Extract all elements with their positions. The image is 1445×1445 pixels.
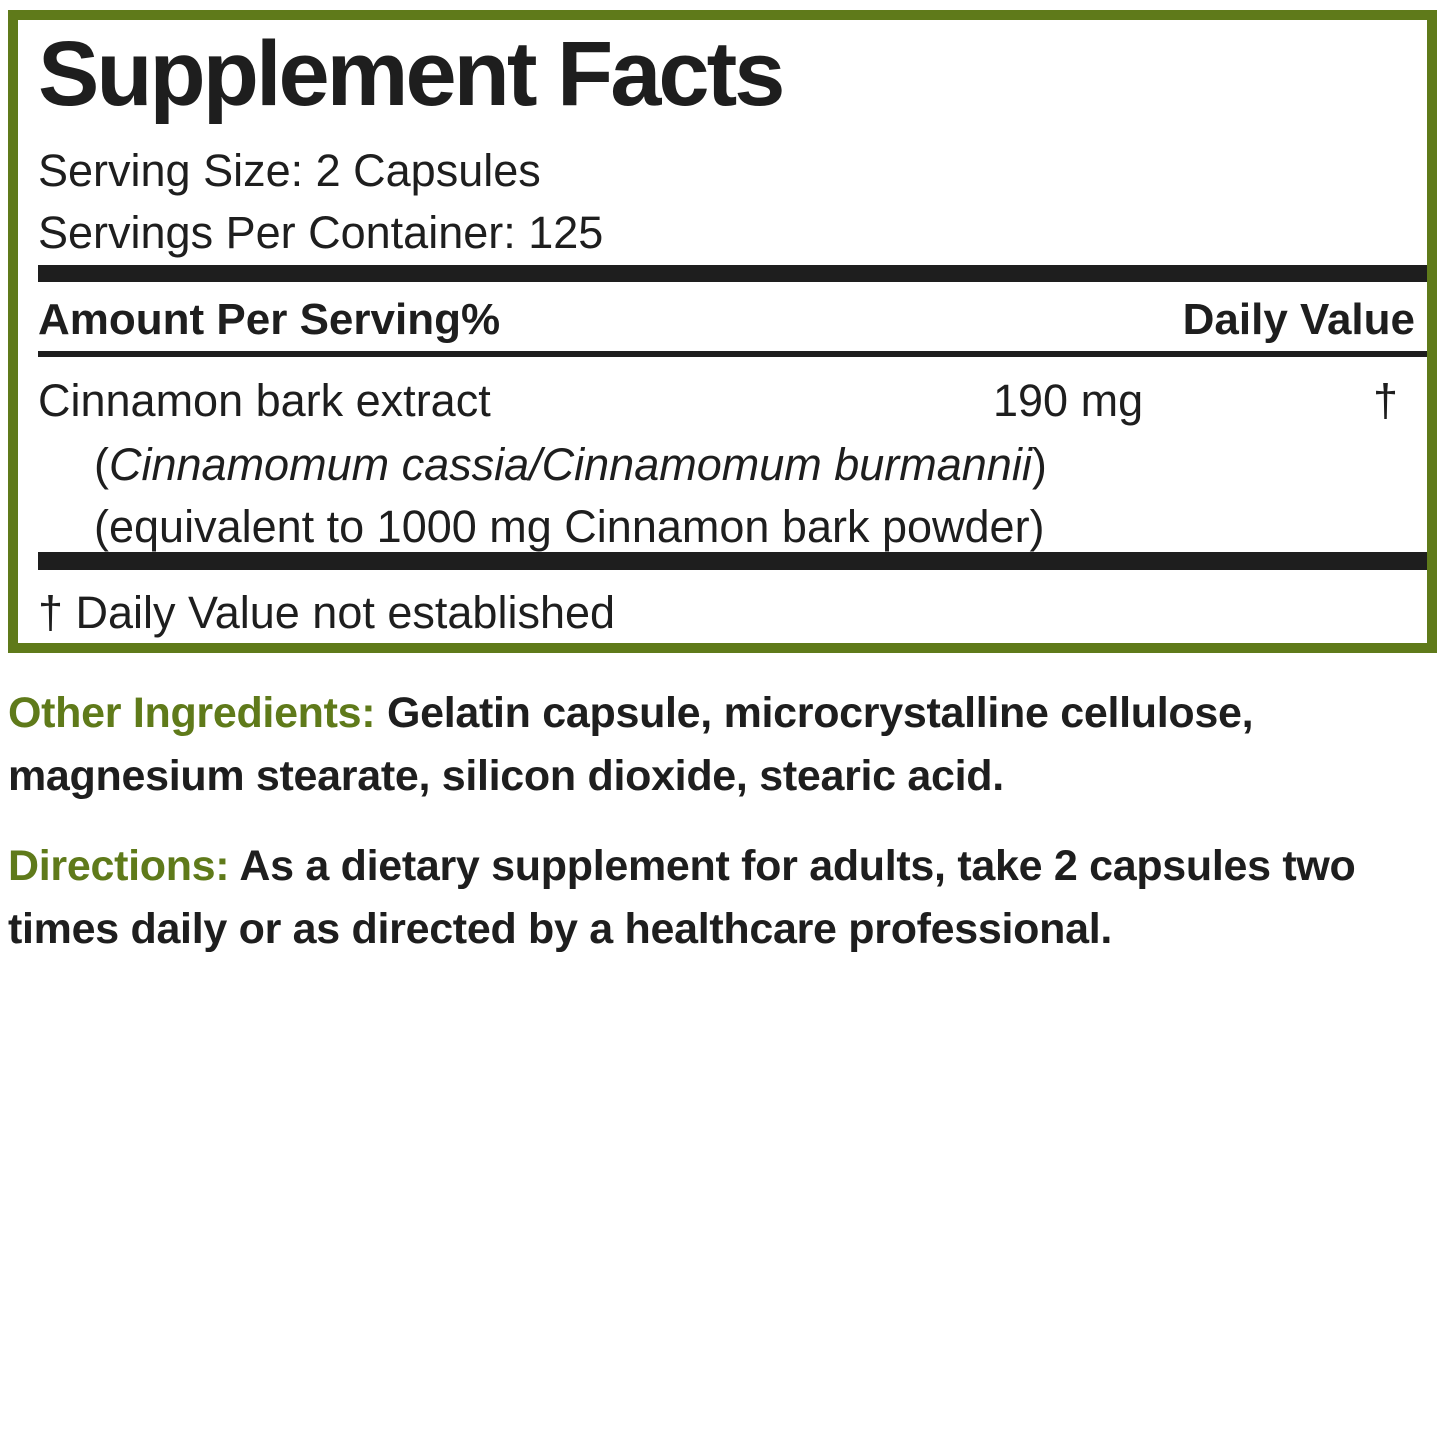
footnote: † Daily Value not established xyxy=(38,587,616,638)
thin-divider xyxy=(38,351,1427,357)
thick-divider xyxy=(38,265,1427,282)
directions-label: Directions: xyxy=(8,842,230,890)
servings-per-container: Servings Per Container: 125 xyxy=(38,207,604,258)
other-ingredients: Other Ingredients: Gelatin capsule, micr… xyxy=(8,689,1254,800)
ingredient-dv: † xyxy=(1373,375,1399,426)
ingredient-name: Cinnamon bark extract xyxy=(38,375,491,426)
header-daily-value: Daily Value xyxy=(1182,295,1415,344)
ingredient-latin-name: (Cinnamomum cassia/Cinnamomum burmannii) xyxy=(94,439,1047,490)
panel-title: Supplement Facts xyxy=(38,23,785,125)
supplement-facts-panel: Supplement Facts Serving Size: 2 Capsule… xyxy=(8,10,1437,653)
directions: Directions: As a dietary supplement for … xyxy=(8,842,1356,953)
other-ingredients-label: Other Ingredients: xyxy=(8,689,376,737)
ingredient-amount: 190 mg xyxy=(993,375,1144,426)
thick-divider xyxy=(38,552,1427,570)
serving-size: Serving Size: 2 Capsules xyxy=(38,145,541,196)
header-amount-per-serving: Amount Per Serving% xyxy=(38,295,501,344)
ingredient-equivalent: (equivalent to 1000 mg Cinnamon bark pow… xyxy=(94,501,1045,552)
